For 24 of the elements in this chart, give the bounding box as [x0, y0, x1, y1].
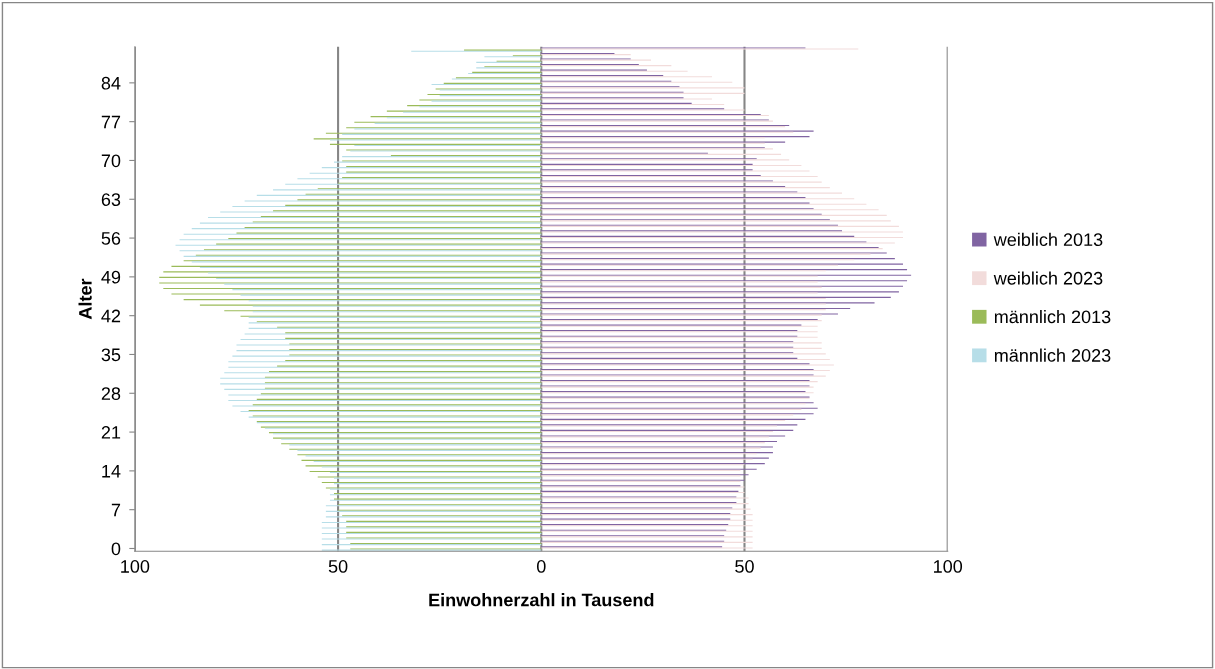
y-tick-label: 35: [101, 348, 121, 362]
x-tick-label: 50: [328, 560, 348, 573]
legend-label: männlich 2013: [994, 309, 1111, 324]
x-tick-label: 100: [934, 560, 963, 573]
x-tick-label: 0: [536, 560, 546, 573]
y-tick-label: 63: [101, 193, 121, 206]
legend-label: männlich 2023: [994, 348, 1111, 362]
y-axis-title: Alter: [78, 278, 92, 320]
y-tick-label: 49: [101, 270, 121, 284]
y-tick-label: 84: [101, 76, 121, 90]
legend-label: weiblich 2013: [993, 232, 1103, 247]
y-tick-label: 0: [111, 542, 121, 556]
y-tick-label: 42: [101, 309, 121, 323]
legend-label: weiblich 2023: [993, 271, 1103, 285]
x-axis-title: Einwohnerzahl in Tausend: [429, 593, 654, 607]
y-tick-label: 21: [101, 426, 121, 439]
y-tick-label: 28: [101, 387, 121, 400]
y-tick-label: 7: [111, 503, 121, 517]
y-tick-label: 77: [101, 115, 121, 129]
x-tick-label: 100: [121, 560, 150, 573]
y-tick-label: 56: [101, 232, 121, 245]
y-tick-label: 14: [102, 465, 121, 478]
y-tick-label: 70: [101, 154, 121, 168]
x-tick-label: 50: [735, 560, 754, 573]
